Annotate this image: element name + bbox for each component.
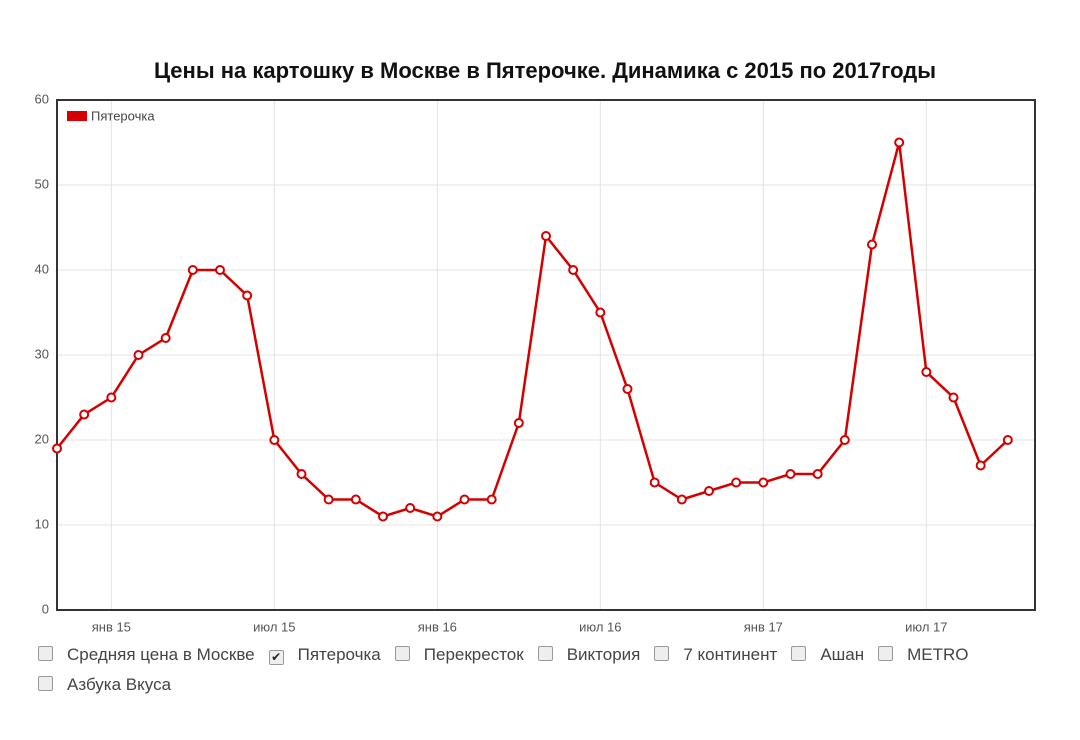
point xyxy=(432,511,443,522)
point xyxy=(215,265,225,275)
filter-label: Виктория xyxy=(566,645,641,664)
filter-label: Азбука Вкуса xyxy=(67,675,172,694)
point xyxy=(785,469,796,479)
checkbox[interactable] xyxy=(537,646,553,661)
filter-label: Ашан xyxy=(820,645,865,664)
chart-title: Цены на картошку в Москве в Пятерочке. Д… xyxy=(154,58,936,83)
point xyxy=(296,469,307,479)
filter-label: Средняя цена в Москве xyxy=(67,645,255,664)
y-tick-label: 50 xyxy=(35,176,49,191)
y-tick-label: 10 xyxy=(35,516,49,531)
point xyxy=(676,494,687,505)
x-tick-label: янв 15 xyxy=(92,619,131,634)
filter-option[interactable]: Перекресток xyxy=(394,640,524,670)
point xyxy=(160,333,171,343)
y-tick-label: 30 xyxy=(35,346,49,361)
x-tick-label: июл 17 xyxy=(905,619,947,634)
filter-option[interactable]: ✔ Пятерочка xyxy=(268,640,381,670)
x-tick-label: янв 16 xyxy=(418,619,457,634)
checkbox[interactable] xyxy=(654,646,670,661)
y-tick-label: 0 xyxy=(42,601,49,616)
filter-option[interactable]: Азбука Вкуса xyxy=(38,670,171,700)
point xyxy=(405,503,416,513)
point xyxy=(704,486,714,496)
filters: Средняя цена в Москве ✔ Пятерочка Перекрест… xyxy=(38,640,1078,700)
point xyxy=(133,350,144,360)
point xyxy=(242,290,253,301)
point xyxy=(106,392,117,403)
filter-label: Пятерочка xyxy=(297,645,381,664)
point xyxy=(486,494,497,505)
chart: Цены на картошку в Москве в Пятерочке. Д… xyxy=(35,58,1036,634)
x-tick-label: июл 16 xyxy=(579,619,621,634)
point xyxy=(812,469,823,479)
plot-frame xyxy=(56,99,1036,611)
point xyxy=(269,435,280,445)
checkbox[interactable] xyxy=(394,646,410,661)
point xyxy=(758,477,769,488)
point xyxy=(79,409,90,420)
x-tick-label: июл 15 xyxy=(253,619,295,634)
point xyxy=(459,494,470,505)
filter-label: METRO xyxy=(907,645,969,664)
y-tick-label: 40 xyxy=(35,261,49,276)
filter-option[interactable]: Ашан xyxy=(791,640,864,670)
point xyxy=(622,384,633,394)
y-tick-label: 20 xyxy=(35,431,49,446)
checkbox[interactable] xyxy=(38,676,53,691)
filter-label: 7 континент xyxy=(683,645,778,664)
point xyxy=(595,307,606,318)
filter-option[interactable]: Виктория xyxy=(537,640,641,670)
point xyxy=(568,265,579,275)
point xyxy=(867,239,877,250)
x-tick-label: янв 17 xyxy=(744,619,783,634)
point xyxy=(731,477,742,488)
series-line xyxy=(56,142,1009,518)
point xyxy=(921,367,932,377)
point xyxy=(378,511,388,522)
point xyxy=(541,231,551,241)
point xyxy=(649,477,660,488)
point xyxy=(187,265,198,275)
filter-option[interactable]: Средняя цена в Москве xyxy=(38,640,255,670)
point xyxy=(1002,435,1013,445)
point xyxy=(839,435,850,445)
legend-label: Пятерочка xyxy=(91,108,155,123)
point xyxy=(513,418,524,428)
y-tick-label: 60 xyxy=(35,91,49,106)
checkbox[interactable] xyxy=(38,646,53,661)
checkbox[interactable]: ✔ xyxy=(268,650,284,665)
filter-option[interactable]: METRO xyxy=(878,640,969,670)
filter-label: Перекресток xyxy=(423,645,524,664)
legend-swatch xyxy=(67,111,87,121)
point xyxy=(948,392,959,403)
checkbox[interactable] xyxy=(791,646,807,661)
point xyxy=(52,443,62,454)
point xyxy=(323,494,334,505)
point xyxy=(350,494,361,505)
checkbox[interactable] xyxy=(878,646,894,661)
point xyxy=(975,460,986,471)
filter-option[interactable]: 7 континент xyxy=(654,640,777,670)
point xyxy=(894,137,905,148)
